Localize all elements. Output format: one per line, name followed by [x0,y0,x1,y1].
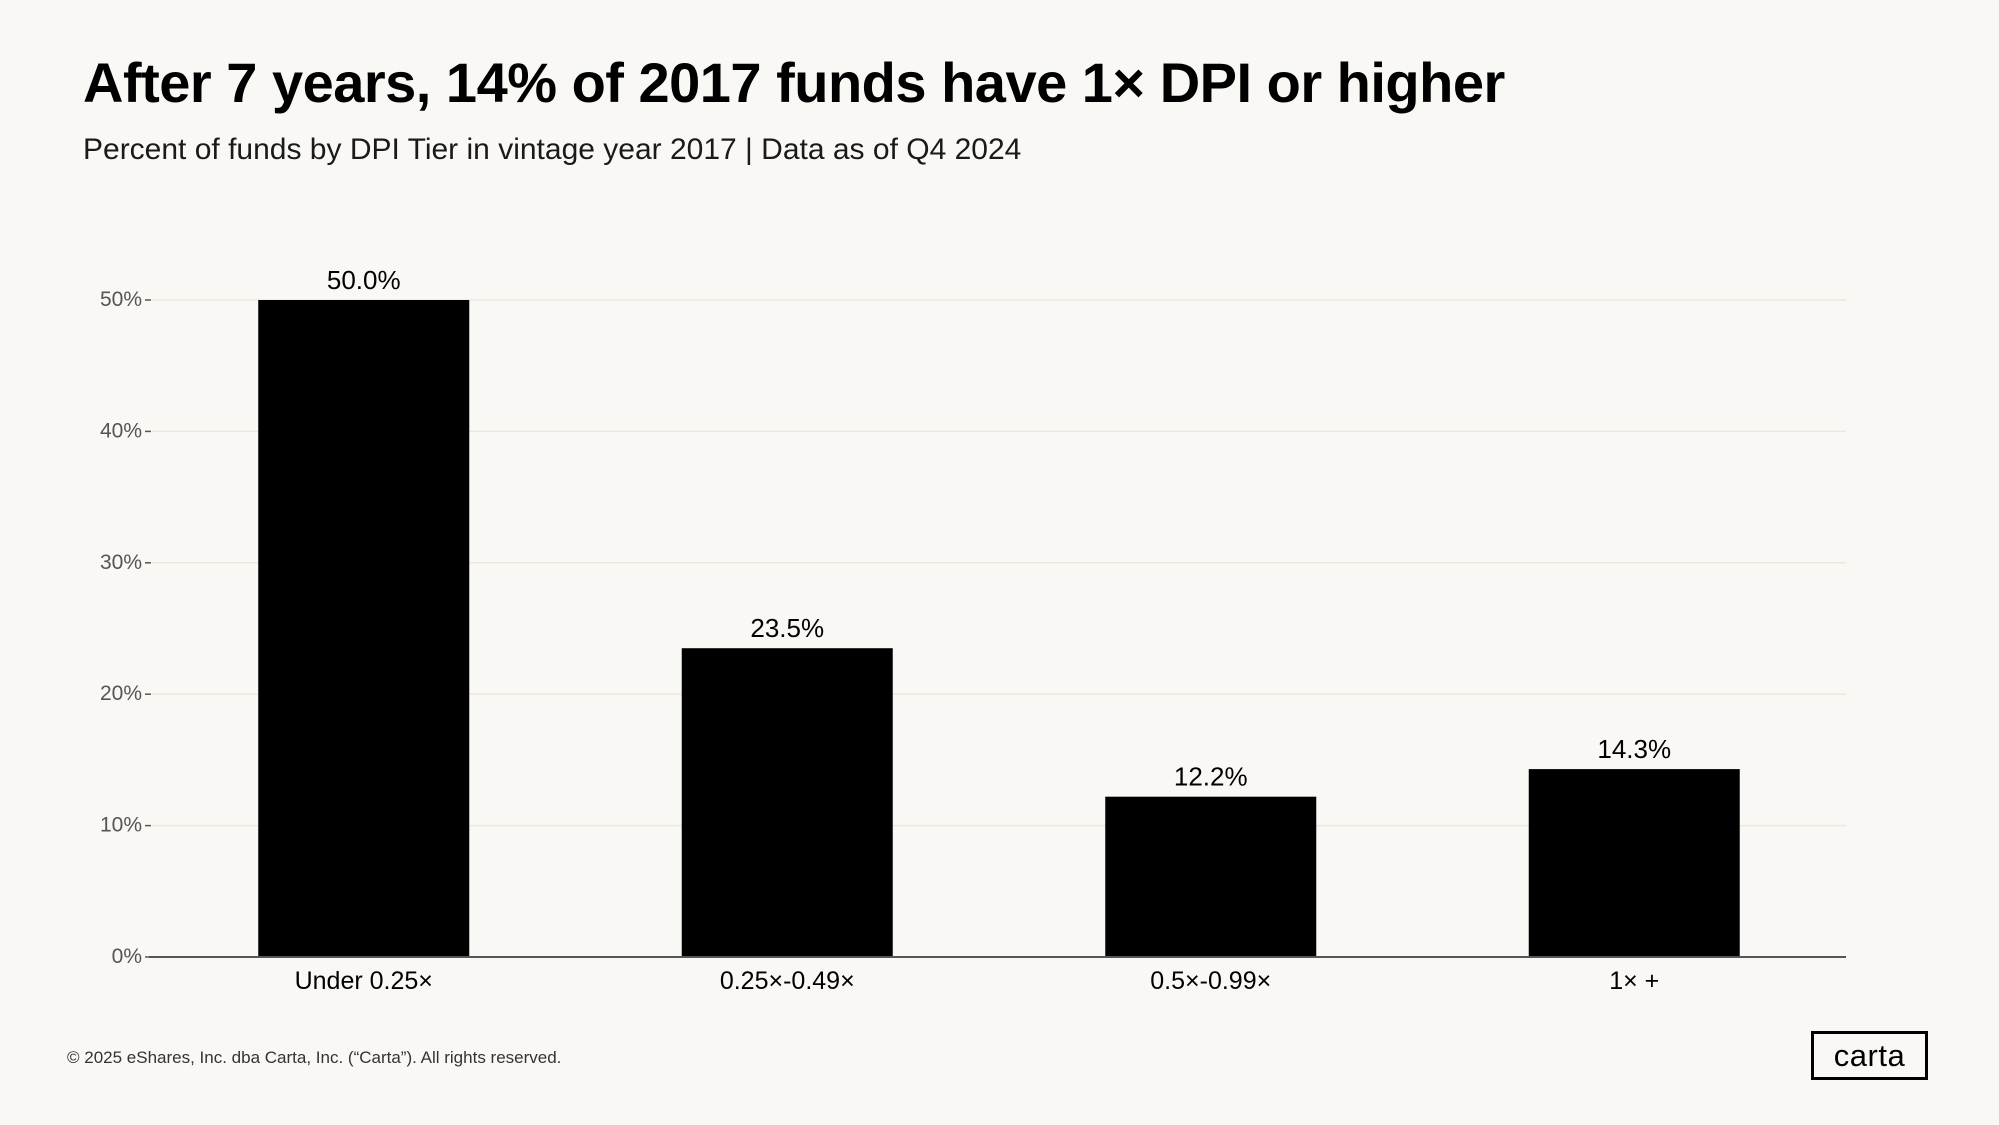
data-label: 23.5% [750,613,824,643]
carta-logo: carta [1811,1031,1928,1080]
chart-subtitle: Percent of funds by DPI Tier in vintage … [83,133,1022,166]
x-tick-label: Under 0.25× [295,967,433,995]
x-tick-label: 1× + [1609,967,1659,995]
bars [258,300,1740,957]
bar [681,648,893,957]
x-axis: Under 0.25× 0.25×-0.49× 0.5×-0.99× 1× + [149,956,1846,995]
y-tick-label: 30% [100,551,142,574]
y-tick-label: 40% [100,419,142,442]
x-tick-label: 0.25×-0.49× [720,967,855,995]
data-label: 50.0% [327,265,401,295]
x-tick-label: 0.5×-0.99× [1150,967,1271,995]
y-tick-label: 20% [100,682,142,705]
data-label: 14.3% [1597,734,1671,764]
bar [258,300,470,957]
y-tick-label: 0% [112,945,142,968]
chart-title: After 7 years, 14% of 2017 funds have 1×… [83,51,1505,114]
data-label: 12.2% [1174,762,1248,792]
data-labels: 50.0% 23.5% 12.2% 14.3% [327,265,1671,792]
copyright-text: © 2025 eShares, Inc. dba Carta, Inc. (“C… [67,1048,562,1067]
y-axis: 0% 10% 20% 30% 40% 50% [100,288,151,968]
y-tick-label: 50% [100,288,142,311]
bar [1105,796,1317,957]
bar [1528,769,1740,957]
y-tick-label: 10% [100,814,142,837]
